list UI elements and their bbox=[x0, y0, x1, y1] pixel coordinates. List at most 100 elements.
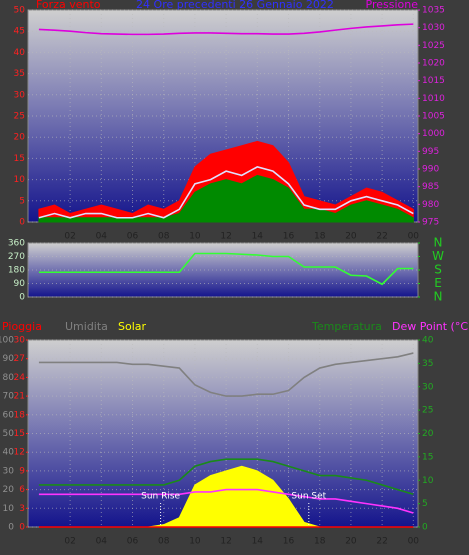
y-tick-label: 180 bbox=[8, 266, 25, 276]
y-tick-label: 35 bbox=[14, 69, 25, 79]
y2-tick-label: 1005 bbox=[422, 112, 445, 122]
y2-tick-label: 10 bbox=[422, 476, 434, 486]
y2-tick-label: W bbox=[432, 249, 444, 263]
x-tick-label: 18 bbox=[314, 232, 326, 242]
x-tick-label: 10 bbox=[189, 232, 201, 242]
y-tick-label: 20 bbox=[14, 133, 26, 143]
line bbox=[38, 352, 414, 397]
y3-tick-label: 6 bbox=[19, 485, 25, 495]
y2-tick-label: E bbox=[434, 276, 442, 290]
series-label: Solar bbox=[118, 320, 147, 333]
x-tick-label: 14 bbox=[252, 232, 264, 242]
x-tick-label: 00 bbox=[408, 232, 420, 242]
y-tick-label: 10 bbox=[3, 504, 15, 514]
annotation: Sun Rise bbox=[141, 492, 180, 502]
line bbox=[38, 488, 414, 514]
y-tick-label: 360 bbox=[8, 239, 25, 249]
y2-tick-label: 1000 bbox=[422, 129, 445, 139]
y-tick-label: 20 bbox=[3, 485, 15, 495]
y-tick-label: 40 bbox=[14, 48, 26, 58]
y-tick-label: 10 bbox=[14, 175, 26, 185]
y2-tick-label: 30 bbox=[422, 382, 434, 392]
y2-tick-label: 35 bbox=[422, 359, 433, 369]
x-tick-label: 06 bbox=[127, 232, 139, 242]
y-tick-label: 40 bbox=[3, 448, 15, 458]
y2-tick-label: 1010 bbox=[422, 94, 445, 104]
y-tick-label: 15 bbox=[14, 154, 25, 164]
x-tick-label: 04 bbox=[96, 537, 108, 547]
x-tick-label: 20 bbox=[345, 537, 357, 547]
x-tick-label: 22 bbox=[376, 232, 387, 242]
x-tick-label: 02 bbox=[64, 537, 75, 547]
y-tick-label: 90 bbox=[14, 279, 26, 289]
y-tick-label: 90 bbox=[3, 354, 15, 364]
y3-tick-label: 24 bbox=[14, 373, 26, 383]
y2-tick-label: 15 bbox=[422, 452, 433, 462]
series-label: Forza vento bbox=[36, 0, 101, 11]
y-tick-label: 60 bbox=[3, 410, 15, 420]
series-label: Umidita bbox=[65, 320, 108, 333]
y3-tick-label: 3 bbox=[19, 504, 25, 514]
line bbox=[38, 252, 414, 286]
y3-tick-label: 30 bbox=[14, 336, 26, 346]
x-tick-label: 04 bbox=[96, 232, 108, 242]
y2-tick-label: N bbox=[434, 236, 443, 250]
series-label: Temperatura bbox=[311, 320, 382, 333]
annotation: Sun Set bbox=[291, 492, 326, 502]
y2-tick-label: 20 bbox=[422, 429, 434, 439]
y-tick-label: 80 bbox=[3, 373, 15, 383]
y3-tick-label: 27 bbox=[14, 354, 25, 364]
x-tick-label: 16 bbox=[283, 232, 295, 242]
y-tick-label: 30 bbox=[3, 466, 15, 476]
y-tick-label: 100 bbox=[0, 336, 14, 346]
y-tick-label: 0 bbox=[19, 293, 25, 303]
line bbox=[38, 23, 414, 36]
chart-title: 24 Ore precedenti 26 Gennaio 2022 bbox=[136, 0, 334, 11]
x-tick-label: 08 bbox=[158, 537, 170, 547]
y-tick-label: 45 bbox=[14, 27, 25, 37]
y3-tick-label: 15 bbox=[14, 429, 25, 439]
x-tick-label: 08 bbox=[158, 232, 170, 242]
y-tick-label: 5 bbox=[19, 196, 25, 206]
x-tick-label: 22 bbox=[376, 537, 387, 547]
x-tick-label: 18 bbox=[314, 537, 326, 547]
y2-tick-label: 1030 bbox=[422, 23, 445, 33]
y2-tick-label: 1025 bbox=[422, 41, 445, 51]
y2-tick-label: 975 bbox=[422, 218, 439, 228]
y-tick-label: 50 bbox=[3, 429, 15, 439]
y3-tick-label: 12 bbox=[14, 448, 25, 458]
plot-area bbox=[27, 242, 419, 298]
x-tick-label: 12 bbox=[220, 537, 231, 547]
y2-tick-label: 5 bbox=[422, 499, 428, 509]
series-label: Dew Point (°C) bbox=[392, 320, 469, 333]
y2-tick-label: 40 bbox=[422, 336, 434, 346]
y-tick-label: 270 bbox=[8, 252, 25, 262]
x-tick-label: 00 bbox=[408, 537, 420, 547]
y2-tick-label: 1015 bbox=[422, 76, 445, 86]
y2-tick-label: 25 bbox=[422, 406, 433, 416]
line bbox=[38, 166, 414, 219]
y3-tick-label: 18 bbox=[14, 410, 26, 420]
x-tick-label: 02 bbox=[64, 232, 75, 242]
y2-tick-label: 980 bbox=[422, 200, 439, 210]
x-tick-label: 14 bbox=[252, 537, 264, 547]
y2-tick-label: 995 bbox=[422, 147, 439, 157]
y2-tick-label: 985 bbox=[422, 182, 439, 192]
y2-tick-label: 1035 bbox=[422, 6, 445, 16]
y2-tick-label: N bbox=[434, 290, 443, 304]
y-tick-label: 30 bbox=[14, 90, 26, 100]
x-tick-label: 20 bbox=[345, 232, 357, 242]
x-tick-label: 10 bbox=[189, 537, 201, 547]
y3-tick-label: 0 bbox=[19, 523, 25, 533]
y2-tick-label: S bbox=[434, 263, 442, 277]
x-tick-label: 16 bbox=[283, 537, 295, 547]
series-label: Pioggia bbox=[2, 320, 42, 333]
y3-tick-label: 9 bbox=[19, 466, 25, 476]
y3-tick-label: 21 bbox=[14, 392, 25, 402]
y-tick-label: 0 bbox=[19, 218, 25, 228]
y2-tick-label: 990 bbox=[422, 165, 439, 175]
y2-tick-label: 0 bbox=[422, 523, 428, 533]
y-tick-label: 0 bbox=[8, 523, 14, 533]
x-tick-label: 12 bbox=[220, 232, 231, 242]
